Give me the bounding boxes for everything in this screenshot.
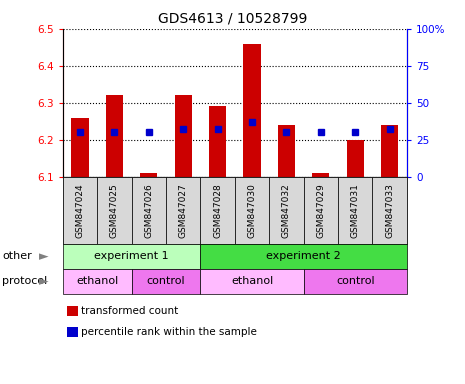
Bar — [278, 125, 295, 177]
Text: GSM847033: GSM847033 — [385, 183, 394, 238]
Text: GSM847024: GSM847024 — [75, 183, 85, 238]
Text: transformed count: transformed count — [81, 306, 179, 316]
Text: protocol: protocol — [2, 276, 47, 286]
Text: GSM847032: GSM847032 — [282, 183, 291, 238]
Bar — [140, 173, 157, 177]
Bar — [174, 95, 192, 177]
Text: control: control — [146, 276, 186, 286]
Bar — [106, 95, 123, 177]
Text: GSM847029: GSM847029 — [316, 183, 326, 238]
Bar — [312, 173, 329, 177]
Text: GDS4613 / 10528799: GDS4613 / 10528799 — [158, 12, 307, 25]
Bar — [209, 106, 226, 177]
Text: GSM847028: GSM847028 — [213, 183, 222, 238]
Bar — [72, 118, 88, 177]
Text: GSM847025: GSM847025 — [110, 183, 119, 238]
Bar — [346, 140, 364, 177]
Text: GSM847030: GSM847030 — [247, 183, 257, 238]
Text: ►: ► — [40, 275, 49, 288]
Text: experiment 1: experiment 1 — [94, 251, 169, 262]
Text: control: control — [336, 276, 375, 286]
Text: GSM847026: GSM847026 — [144, 183, 153, 238]
Text: other: other — [2, 251, 32, 262]
Text: GSM847027: GSM847027 — [179, 183, 188, 238]
Text: ethanol: ethanol — [76, 276, 118, 286]
Bar — [381, 125, 398, 177]
Text: ethanol: ethanol — [231, 276, 273, 286]
Text: experiment 2: experiment 2 — [266, 251, 341, 262]
Bar — [244, 44, 260, 177]
Text: ►: ► — [40, 250, 49, 263]
Text: GSM847031: GSM847031 — [351, 183, 360, 238]
Text: percentile rank within the sample: percentile rank within the sample — [81, 327, 257, 337]
